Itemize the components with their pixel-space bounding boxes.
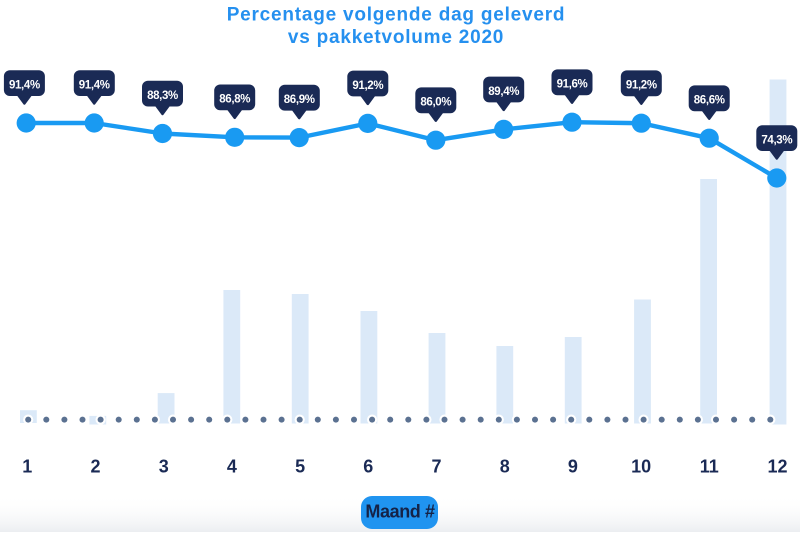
svg-text:vs pakketvolume 2020: vs pakketvolume 2020 <box>288 27 504 48</box>
svg-text:86,9%: 86,9% <box>284 94 315 106</box>
svg-text:88,3%: 88,3% <box>147 90 178 102</box>
svg-text:91,2%: 91,2% <box>352 80 383 92</box>
svg-text:3: 3 <box>159 457 169 477</box>
svg-text:2: 2 <box>90 457 100 477</box>
svg-text:11: 11 <box>700 457 719 477</box>
svg-text:8: 8 <box>500 457 510 477</box>
svg-text:4: 4 <box>227 457 237 477</box>
svg-text:91,2%: 91,2% <box>626 80 657 92</box>
svg-text:6: 6 <box>363 457 373 477</box>
svg-text:74,3%: 74,3% <box>761 134 792 146</box>
svg-text:5: 5 <box>295 457 305 477</box>
svg-text:91,4%: 91,4% <box>9 79 40 91</box>
svg-text:7: 7 <box>431 457 441 477</box>
svg-text:86,8%: 86,8% <box>219 94 250 106</box>
svg-text:91,4%: 91,4% <box>79 79 110 91</box>
svg-text:89,4%: 89,4% <box>488 86 519 98</box>
svg-text:91,6%: 91,6% <box>557 79 588 91</box>
svg-text:10: 10 <box>631 457 651 477</box>
svg-text:86,6%: 86,6% <box>694 95 725 107</box>
svg-text:Maand #: Maand # <box>365 502 435 522</box>
svg-text:1: 1 <box>22 457 32 477</box>
svg-text:12: 12 <box>767 457 787 477</box>
svg-text:9: 9 <box>568 457 578 477</box>
svg-text:Percentage volgende dag geleve: Percentage volgende dag geleverd <box>227 4 566 25</box>
svg-text:86,0%: 86,0% <box>420 97 451 109</box>
